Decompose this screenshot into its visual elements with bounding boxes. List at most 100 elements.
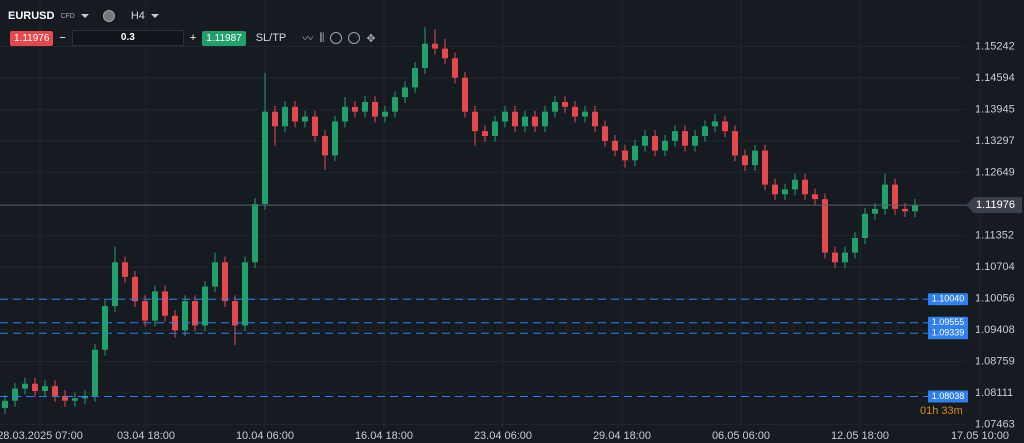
symbol[interactable]: EURUSD bbox=[8, 10, 55, 22]
candle-body bbox=[792, 179, 798, 190]
y-tick-label: 1.13297 bbox=[975, 135, 1015, 147]
candle-body bbox=[202, 286, 208, 326]
x-tick-label: 12.05 18:00 bbox=[831, 430, 889, 442]
zoom-in-button[interactable] bbox=[348, 32, 361, 44]
price-level-tag bbox=[928, 293, 968, 306]
candle-body bbox=[612, 140, 618, 151]
symbol-dropdown[interactable] bbox=[80, 14, 89, 18]
candle-body bbox=[542, 111, 548, 127]
candle-body bbox=[102, 306, 108, 350]
y-tick-label: 1.10704 bbox=[975, 261, 1015, 273]
volume-input[interactable]: 0.3 bbox=[71, 30, 184, 46]
candle-body bbox=[762, 150, 768, 185]
x-tick-label: 23.04 06:00 bbox=[474, 430, 532, 442]
candle-body bbox=[212, 262, 218, 287]
candle-body bbox=[652, 136, 658, 151]
timeframe-dropdown[interactable] bbox=[150, 14, 159, 18]
price-level-label: 1.10040 bbox=[932, 294, 965, 304]
candle-body bbox=[642, 136, 648, 146]
candle-body bbox=[722, 121, 728, 132]
y-tick-label: 1.14594 bbox=[975, 72, 1015, 84]
x-tick-label: 28.03.2025 07:00 bbox=[0, 430, 83, 442]
timeframe[interactable]: H4 bbox=[130, 10, 145, 22]
candle-body bbox=[622, 150, 628, 161]
current-price-label: 1.11976 bbox=[976, 199, 1015, 211]
candle-body bbox=[572, 106, 578, 117]
candle-body bbox=[222, 262, 228, 302]
candle-body bbox=[752, 150, 758, 166]
candle-body bbox=[532, 116, 538, 127]
move-button[interactable]: ✥ bbox=[366, 32, 376, 45]
candle-body bbox=[552, 102, 558, 112]
candle-body bbox=[832, 252, 838, 263]
candle-body bbox=[772, 184, 778, 195]
candle-body bbox=[842, 252, 848, 263]
x-tick-label: 29.04 18:00 bbox=[593, 430, 651, 442]
y-tick-label: 1.12649 bbox=[975, 166, 1015, 178]
candle-body bbox=[582, 111, 588, 117]
price-level-label: 1.09339 bbox=[932, 328, 965, 338]
candle-body bbox=[782, 189, 788, 195]
candle-body bbox=[852, 238, 858, 253]
candle-body bbox=[732, 131, 738, 156]
candle-body bbox=[882, 184, 888, 209]
candle-body bbox=[392, 97, 398, 112]
candle-body bbox=[692, 136, 698, 146]
candle-body bbox=[252, 204, 258, 263]
x-tick-label: 03.04 18:00 bbox=[117, 430, 175, 442]
candle-body bbox=[292, 106, 298, 122]
zoom-out-button[interactable] bbox=[330, 32, 343, 44]
candle-body bbox=[52, 386, 58, 396]
candle-body bbox=[682, 131, 688, 146]
volume-minus[interactable]: − bbox=[59, 32, 66, 44]
candle-body bbox=[712, 121, 718, 127]
candle-body bbox=[912, 205, 918, 212]
candle-body bbox=[702, 126, 708, 137]
candle-body bbox=[22, 383, 28, 389]
candle-body bbox=[592, 111, 598, 127]
candle-body bbox=[412, 68, 418, 88]
candle-body bbox=[822, 199, 828, 253]
candle-body bbox=[282, 106, 288, 127]
candle-body bbox=[802, 179, 808, 195]
candle-body bbox=[502, 111, 508, 122]
price-level-tag bbox=[928, 316, 968, 329]
candle-body bbox=[452, 58, 458, 78]
candle-body bbox=[162, 291, 168, 316]
price-level-tag bbox=[928, 327, 968, 340]
volume-plus[interactable]: + bbox=[189, 32, 197, 44]
info-icon[interactable] bbox=[102, 10, 115, 22]
candle-body bbox=[382, 111, 388, 117]
candle-body bbox=[472, 111, 478, 132]
candle-body bbox=[492, 121, 498, 137]
x-tick-label: 10.04 06:00 bbox=[236, 430, 294, 442]
sltp-button[interactable]: SL/TP bbox=[255, 32, 287, 44]
candle-body bbox=[512, 111, 518, 127]
chart-type-button[interactable]: 〰 bbox=[302, 33, 314, 45]
candle-body bbox=[2, 400, 8, 409]
candle-body bbox=[262, 111, 268, 205]
indicators-button[interactable]: ⫼ bbox=[319, 31, 325, 44]
y-tick-label: 1.13945 bbox=[975, 103, 1015, 115]
candle-body bbox=[742, 155, 748, 166]
sell-button[interactable]: 1.11976 bbox=[10, 30, 54, 46]
candle-body bbox=[192, 301, 198, 326]
candle-countdown: 01h 33m bbox=[920, 405, 963, 417]
candle-body bbox=[862, 213, 868, 239]
candle-body bbox=[522, 116, 528, 127]
candle-body bbox=[82, 395, 88, 399]
price-level-tag bbox=[928, 390, 968, 403]
instrument-type: CFD bbox=[60, 12, 75, 20]
buy-button[interactable]: 1.11987 bbox=[202, 30, 246, 46]
y-tick-label: 1.10056 bbox=[975, 292, 1015, 304]
candle-body bbox=[62, 395, 68, 401]
candle-body bbox=[892, 184, 898, 209]
candle-body bbox=[672, 131, 678, 141]
price-level-label: 1.08038 bbox=[932, 391, 965, 401]
candle-body bbox=[442, 48, 448, 59]
candle-body bbox=[902, 208, 908, 212]
candle-body bbox=[32, 383, 38, 392]
candle-body bbox=[402, 87, 408, 98]
